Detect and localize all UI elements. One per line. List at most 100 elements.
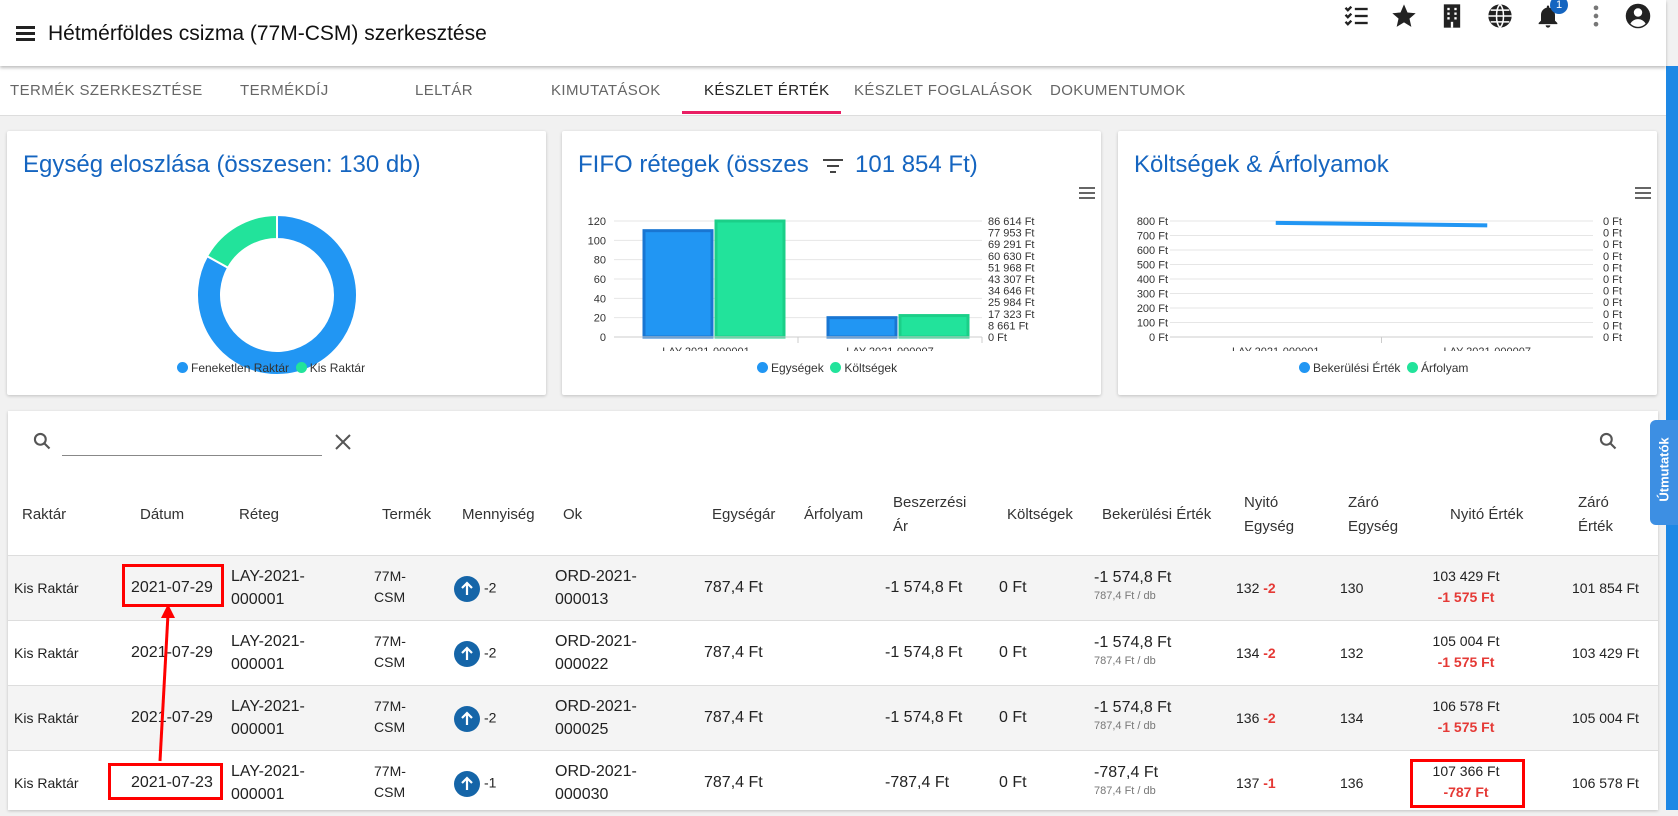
col-zaro-ertek-line1: Záró [1578, 494, 1609, 511]
clear-search-icon[interactable] [334, 433, 352, 451]
search-icon [33, 432, 51, 450]
col-zaro-line2: Egység [1348, 518, 1399, 535]
table-row[interactable]: Kis Raktár 2021-07-23 LAY-2021- 000001 77… [8, 750, 1658, 816]
table-row[interactable]: Kis Raktár 2021-07-29 LAY-2021- 000001 77… [8, 685, 1658, 751]
col-reteg[interactable]: Réteg [239, 506, 280, 523]
cell-mennyiseg-value: -2 [484, 709, 497, 726]
col-mennyiseg[interactable]: Mennyiség [462, 506, 535, 523]
col-nyito-egyseg[interactable]: Nyitó Egység [1244, 491, 1294, 539]
building-icon[interactable] [1436, 0, 1468, 32]
legend-label-kis[interactable]: Kis Raktár [309, 361, 366, 375]
cell-zaro-ertek: 103 429 Ft [1572, 645, 1639, 661]
cell-termek-line1: 77M- [374, 698, 406, 714]
menu-icon[interactable] [16, 26, 35, 41]
bar-0-1[interactable] [714, 219, 786, 339]
chart-menu-icon[interactable] [1635, 187, 1651, 202]
guides-label: Útmutatók [1656, 437, 1672, 502]
y-right-tick-label: 86 614 Ft [988, 216, 1034, 228]
cell-reteg: LAY-2021- 000001 [231, 565, 305, 611]
unit-distribution-chart [196, 213, 358, 376]
globe-icon[interactable] [1484, 0, 1516, 32]
y-tick-label: 40 [594, 293, 606, 305]
cell-raktar: Kis Raktár [14, 775, 79, 791]
col-raktar[interactable]: Raktár [22, 506, 67, 523]
cell-bekerulesi-ertek: -1 574,8 Ft 787,4 Ft / db [1094, 696, 1171, 733]
checklist-icon[interactable] [1340, 0, 1372, 32]
col-datum[interactable]: Dátum [140, 506, 185, 523]
donut-slice-0[interactable] [196, 213, 358, 376]
tab-keszlet-ertek[interactable]: KÉSZLET ÉRTÉK [704, 82, 830, 99]
tab-kimutatasok[interactable]: KIMUTATÁSOK [551, 82, 661, 99]
col-termek[interactable]: Termék [382, 506, 432, 523]
cell-mennyiseg: -2 [454, 576, 496, 602]
cell-nyito-egyseg-value: 137 [1236, 775, 1260, 791]
y-right-tick-label: 0 Ft [1603, 332, 1622, 344]
fifo-layers-card: FIFO rétegek (összes 101 854 Ft) 0 20 40 60… [562, 131, 1101, 395]
col-ok[interactable]: Ok [563, 506, 583, 523]
cell-nyito-ertek-value: 106 578 Ft [1432, 698, 1500, 714]
legend-label-feneketlen[interactable]: Feneketlen Raktár [191, 361, 290, 375]
arrow-up-icon [454, 576, 480, 602]
star-icon[interactable] [1388, 0, 1420, 32]
cell-reteg: LAY-2021- 000001 [231, 630, 305, 676]
cell-beszerzesi-ar: -787,4 Ft [885, 774, 950, 791]
cell-beszerzesi-ar: -1 574,8 Ft [885, 579, 963, 596]
more-vert-icon[interactable] [1580, 0, 1612, 32]
col-arfolyam[interactable]: Árfolyam [804, 506, 864, 523]
y-right-tick-label: 0 Ft [1603, 309, 1622, 321]
chart-menu-icon[interactable] [1079, 187, 1095, 202]
table-row[interactable]: Kis Raktár 2021-07-29 LAY-2021- 000001 77… [8, 555, 1658, 621]
y-tick-label: 600 Ft [1137, 245, 1168, 257]
active-tab-indicator [682, 111, 841, 114]
tab-keszlet-foglalasok[interactable]: KÉSZLET FOGLALÁSOK [854, 82, 1033, 99]
guides-side-tab[interactable]: Útmutatók [1650, 420, 1678, 525]
cell-zaro-egyseg: 134 [1340, 710, 1364, 726]
cell-nyito-delta: -1 [1263, 775, 1276, 791]
highlight-box-opening-value [1410, 759, 1525, 808]
legend-label-egysegek[interactable]: Egységek [771, 361, 824, 375]
tab-leltar[interactable]: LELTÁR [415, 82, 473, 99]
tab-termekdij[interactable]: TERMÉKDÍJ [240, 82, 329, 99]
y-right-tick-label: 0 Ft [1603, 216, 1622, 228]
bar-1-0[interactable] [826, 316, 898, 339]
cell-nyito-ertek-value: 103 429 Ft [1432, 568, 1500, 584]
y-tick-label: 300 Ft [1137, 289, 1168, 301]
column-search-icon[interactable] [1598, 431, 1618, 451]
col-egysegar[interactable]: Egységár [712, 506, 776, 523]
cell-nyito-ertek-delta: -1 575 Ft [1437, 654, 1495, 670]
donut-slice-1[interactable] [205, 213, 278, 270]
notifications-icon[interactable]: 1 [1532, 0, 1568, 32]
line-series-bekerulesi[interactable] [1275, 220, 1488, 228]
legend-label-koltsegek[interactable]: Költségek [844, 361, 898, 375]
y-right-tick-label: 0 Ft [1603, 286, 1622, 298]
cell-termek-line1: 77M- [374, 763, 406, 779]
search-input[interactable] [62, 431, 322, 456]
col-nyito-ertek[interactable]: Nyitó Érték [1450, 506, 1524, 523]
cell-reteg-line2: 000001 [231, 656, 285, 673]
cell-zaro-egyseg: 130 [1340, 580, 1364, 596]
col-zaro-ertek[interactable]: Záró Érték [1578, 491, 1613, 539]
filter-icon[interactable] [823, 157, 843, 175]
col-beszerzesi-ar[interactable]: Beszerzési Ár [893, 491, 966, 539]
col-zaro-line1: Záró [1348, 494, 1379, 511]
legend-label-bekerulesi[interactable]: Bekerülési Érték [1313, 361, 1401, 375]
donut-legend: Feneketlen Raktár Kis Raktár [177, 361, 365, 375]
x-tick-label: LAY-2021-000007 [1444, 346, 1531, 351]
table-row[interactable]: Kis Raktár 2021-07-29 LAY-2021- 000001 77… [8, 620, 1658, 686]
col-zaro-egyseg[interactable]: Záró Egység [1348, 491, 1398, 539]
tab-termek-szerkesztese[interactable]: TERMÉK SZERKESZTÉSE [10, 82, 203, 99]
cell-reteg-line1: LAY-2021- [231, 763, 305, 780]
tab-dokumentumok[interactable]: DOKUMENTUMOK [1050, 82, 1186, 99]
cell-ok-line2: 000022 [555, 656, 609, 673]
col-koltsegek[interactable]: Költségek [1007, 506, 1073, 523]
fifo-layers-total: 101 854 Ft) [855, 151, 978, 178]
account-icon[interactable] [1622, 0, 1654, 32]
legend-dot-arfolyam [1407, 362, 1419, 373]
col-bekerulesi-ertek[interactable]: Bekerülési Érték [1102, 506, 1212, 523]
cell-beszerzesi-ar: -1 574,8 Ft [885, 709, 963, 726]
bar-0-0[interactable] [642, 229, 714, 339]
notification-badge: 1 [1550, 0, 1568, 14]
legend-label-arfolyam[interactable]: Árfolyam [1421, 361, 1469, 375]
bar-1-1[interactable] [898, 314, 970, 339]
